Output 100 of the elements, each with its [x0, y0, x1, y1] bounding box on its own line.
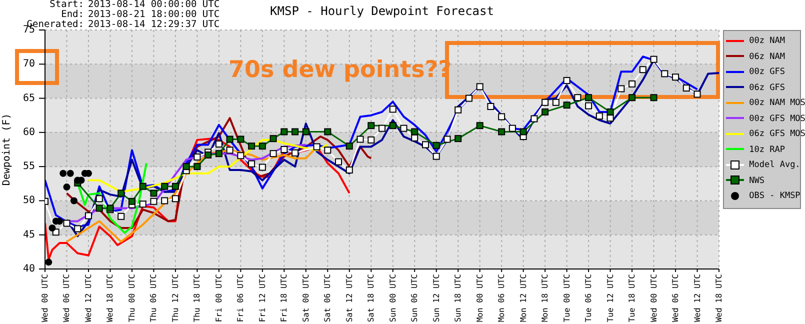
x-tick-label: Sat 18 UTC [366, 274, 376, 322]
x-tick-label: Thu 06 UTC [149, 274, 158, 322]
point [606, 108, 614, 116]
point [411, 128, 418, 136]
point [237, 152, 244, 160]
point [172, 195, 179, 202]
point [682, 84, 690, 92]
x-tick-label: Mon 00 UTC [475, 274, 484, 322]
x-tick-label: Sun 18 UTC [454, 274, 463, 322]
x-tick-label: Sat 06 UTC [323, 274, 332, 322]
point [280, 146, 288, 153]
x-tick-label: Thu 00 UTC [127, 274, 136, 322]
point [302, 128, 310, 136]
legend-label: OBS - KMSP [748, 190, 800, 203]
point [542, 108, 549, 116]
point [454, 135, 462, 142]
y-tick-label: 50 [22, 195, 35, 206]
point [150, 190, 158, 197]
point [313, 143, 320, 150]
point [96, 195, 103, 202]
point [585, 102, 592, 110]
point [194, 163, 201, 170]
point [694, 90, 701, 98]
point [270, 150, 277, 158]
x-tick-label: Fri 06 UTC [236, 274, 246, 322]
legend-label: 06z NAM [748, 50, 786, 64]
point [628, 94, 636, 102]
x-tick-label: Mon 18 UTC [540, 274, 550, 322]
point [258, 142, 266, 150]
x-tick-label: Tue 18 UTC [628, 274, 637, 322]
point [498, 128, 506, 136]
point [465, 94, 472, 102]
point [74, 225, 82, 232]
point [585, 94, 592, 102]
point [661, 70, 668, 78]
point [618, 85, 625, 92]
point [48, 224, 56, 232]
x-tick-label: Fri 12 UTC [258, 274, 267, 322]
x-tick-label: Thu 18 UTC [192, 274, 202, 322]
point [182, 163, 190, 170]
point [356, 136, 364, 143]
point [378, 124, 386, 132]
x-tick-label: Wed 12 UTC [692, 274, 702, 322]
point [432, 142, 440, 149]
y-tick-label: 60 [22, 126, 35, 138]
x-tick-label: Wed 00 UTC [40, 274, 50, 322]
legend-label: 00z GFS [748, 66, 786, 79]
point [368, 136, 375, 144]
chart-title: KMSP - Hourly Dewpoint Forecast [270, 4, 494, 18]
legend-label: 00z GFS MOS [748, 112, 805, 126]
point [204, 151, 212, 158]
point [292, 149, 299, 156]
point [454, 106, 462, 114]
point [422, 141, 429, 148]
point [150, 198, 158, 205]
legend-label: 06z GFS [748, 82, 786, 94]
x-tick-label: Sun 06 UTC [410, 274, 420, 322]
point [215, 150, 222, 158]
point [84, 212, 92, 220]
x-tick-label: Tue 06 UTC [584, 274, 594, 322]
x-tick-label: Sun 00 UTC [388, 274, 398, 322]
point [574, 94, 582, 102]
point [139, 182, 146, 190]
point [432, 152, 440, 160]
point [628, 80, 636, 88]
point [70, 197, 78, 204]
point [563, 77, 570, 84]
point [161, 197, 168, 204]
point [639, 66, 646, 74]
point [292, 128, 299, 136]
point [542, 98, 549, 106]
x-tick-label: Fri 00 UTC [214, 274, 224, 322]
x-tick-label: Tue 12 UTC [606, 274, 615, 322]
x-tick-label: Wed 00 UTC [649, 274, 658, 322]
y-axis-title: Dewpoint (F) [2, 113, 13, 186]
point [346, 166, 353, 174]
legend-label: 06z GFS MOS [748, 128, 805, 141]
point [520, 128, 527, 136]
y-tick-label: 45 [22, 229, 35, 240]
point [248, 142, 256, 150]
point [96, 204, 103, 212]
point [60, 170, 67, 177]
point [476, 83, 484, 90]
x-tick-label: Wed 06 UTC [671, 274, 680, 322]
point [194, 154, 201, 161]
y-tick-label: 55 [22, 161, 35, 172]
legend-label: Model Avg. [748, 159, 800, 172]
point [444, 136, 451, 143]
legend-label: 00z NAM MOS [748, 97, 805, 110]
x-tick-label: Wed 18 UTC [106, 274, 115, 322]
legend-label: 00z NAM [748, 35, 786, 48]
x-tick-label: Wed 06 UTC [62, 274, 72, 322]
point [498, 113, 506, 120]
x-tick-label: Wed 18 UTC [714, 274, 724, 322]
point [226, 146, 234, 154]
x-tick-label: Tue 00 UTC [562, 274, 572, 322]
legend-label: NWS [748, 174, 766, 188]
point [66, 170, 74, 177]
point [63, 184, 70, 191]
point [508, 124, 516, 132]
